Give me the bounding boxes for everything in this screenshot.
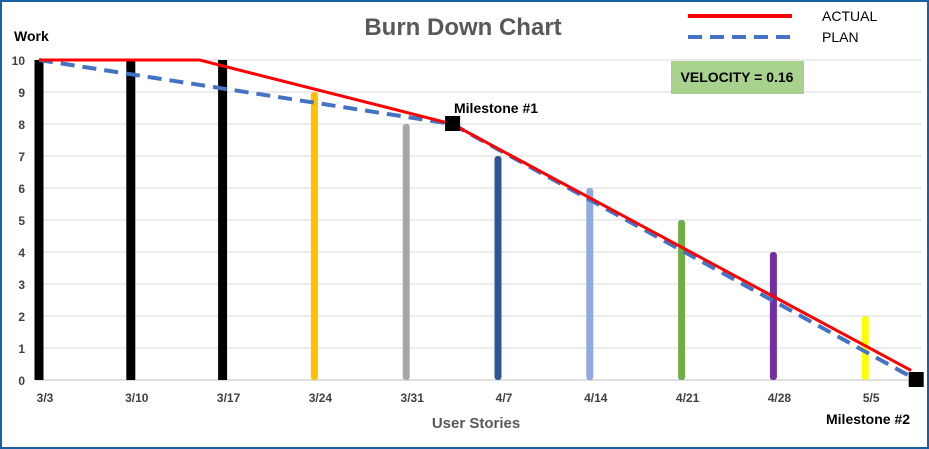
bar bbox=[678, 220, 686, 380]
bar bbox=[126, 60, 136, 380]
x-tick-label: 3/10 bbox=[125, 391, 149, 405]
x-tick-label: 4/28 bbox=[768, 391, 792, 405]
milestone-markers bbox=[445, 116, 924, 387]
bar bbox=[861, 316, 869, 380]
milestone-marker bbox=[445, 116, 461, 131]
x-tick-label: 4/21 bbox=[676, 391, 700, 405]
legend-plan-label: PLAN bbox=[822, 29, 859, 45]
x-tick-label: 4/7 bbox=[496, 391, 513, 405]
y-axis-label: Work bbox=[14, 28, 49, 44]
y-tick-label: 5 bbox=[18, 214, 25, 228]
y-tick-label: 3 bbox=[18, 278, 25, 292]
y-tick-label: 7 bbox=[18, 150, 25, 164]
series-line-actual bbox=[39, 58, 912, 372]
milestone-1-label: Milestone #1 bbox=[454, 100, 538, 116]
bar bbox=[218, 60, 228, 380]
bar bbox=[34, 60, 44, 380]
x-tick-label: 3/3 bbox=[37, 391, 54, 405]
x-tick-label: 5/5 bbox=[863, 391, 880, 405]
milestone-2-label: Milestone #2 bbox=[826, 411, 910, 427]
velocity-box bbox=[671, 61, 804, 94]
velocity-label: VELOCITY = 0.16 bbox=[681, 69, 794, 85]
x-tick-label: 3/17 bbox=[217, 391, 241, 405]
y-tick-label: 0 bbox=[18, 374, 25, 388]
x-tick-label: 3/31 bbox=[401, 391, 425, 405]
x-axis-label: User Stories bbox=[432, 415, 520, 432]
y-tick-label: 6 bbox=[18, 182, 25, 196]
bar bbox=[769, 252, 777, 380]
chart-title: Burn Down Chart bbox=[364, 14, 561, 41]
gridlines bbox=[36, 59, 922, 381]
legend-actual-label: ACTUAL bbox=[822, 8, 877, 24]
bar bbox=[586, 188, 594, 380]
bar bbox=[494, 156, 502, 380]
bars bbox=[34, 60, 869, 380]
y-tick-label: 10 bbox=[12, 54, 26, 68]
y-tick-label: 2 bbox=[18, 310, 25, 324]
y-tick-label: 8 bbox=[18, 118, 25, 132]
y-tick-labels: 0 1 2 3 4 5 6 7 8 9 10 bbox=[12, 54, 26, 388]
y-tick-label: 9 bbox=[18, 86, 25, 100]
bar bbox=[310, 92, 318, 380]
milestone-marker bbox=[908, 372, 924, 387]
bar bbox=[402, 124, 410, 380]
x-tick-label: 3/24 bbox=[309, 391, 333, 405]
x-tick-label: 4/14 bbox=[584, 391, 608, 405]
y-tick-label: 1 bbox=[18, 342, 25, 356]
x-tick-labels: 3/3 3/10 3/17 3/24 3/31 4/7 4/14 4/21 4/28 5/5 bbox=[37, 391, 880, 405]
y-tick-label: 4 bbox=[18, 246, 25, 260]
